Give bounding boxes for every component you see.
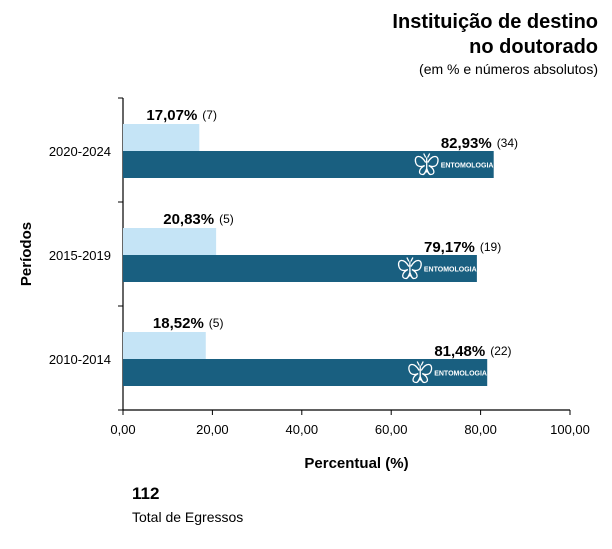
count-label: (5) xyxy=(209,316,224,330)
data-label: 17,07% xyxy=(146,107,197,124)
count-label: (7) xyxy=(202,108,217,122)
data-label: 18,52% xyxy=(153,315,204,332)
data-label: 79,17% xyxy=(424,239,475,256)
category-label: 2010-2014 xyxy=(49,352,111,367)
data-label: 20,83% xyxy=(163,211,214,228)
chart-title-line-1: Instituição de destino xyxy=(392,11,598,33)
y-axis-title: Períodos xyxy=(18,222,35,286)
bar-dark xyxy=(123,359,488,386)
category-label: 2020-2024 xyxy=(49,144,111,159)
x-tick-label: 60,00 xyxy=(375,422,408,437)
bar-dark xyxy=(123,255,477,282)
butterfly-icon xyxy=(414,153,439,176)
logo-label: ENTOMOLOGIA xyxy=(424,267,477,274)
count-label: (22) xyxy=(490,344,511,358)
x-tick-label: 40,00 xyxy=(286,422,319,437)
x-tick-label: 100,00 xyxy=(550,422,590,437)
chart-title-block: Instituição de destino no doutorado (em … xyxy=(392,10,598,77)
category-label: 2015-2019 xyxy=(49,248,111,263)
data-label: 82,93% xyxy=(441,135,492,152)
x-tick-label: 20,00 xyxy=(196,422,229,437)
bar-light xyxy=(123,332,206,359)
total-value: 112 xyxy=(132,484,160,503)
bar-dark xyxy=(123,151,494,178)
logo-label: ENTOMOLOGIA xyxy=(434,371,487,378)
x-axis-title: Percentual (%) xyxy=(304,455,408,472)
bar-light xyxy=(123,228,217,255)
count-label: (34) xyxy=(497,136,518,150)
chart-subtitle: (em % e números absolutos) xyxy=(419,61,598,77)
logo-label: ENTOMOLOGIA xyxy=(441,163,494,170)
butterfly-icon xyxy=(397,257,422,280)
bar-light xyxy=(123,124,200,151)
data-label: 81,48% xyxy=(434,343,485,360)
x-tick-label: 80,00 xyxy=(464,422,497,437)
total-label: Total de Egressos xyxy=(132,509,244,525)
total-block: 112 Total de Egressos xyxy=(132,484,243,527)
count-label: (19) xyxy=(480,240,501,254)
butterfly-icon xyxy=(408,361,433,384)
x-tick-label: 0,00 xyxy=(110,422,135,437)
chart-title-line-2: no doutorado xyxy=(469,36,598,58)
count-label: (5) xyxy=(219,212,234,226)
